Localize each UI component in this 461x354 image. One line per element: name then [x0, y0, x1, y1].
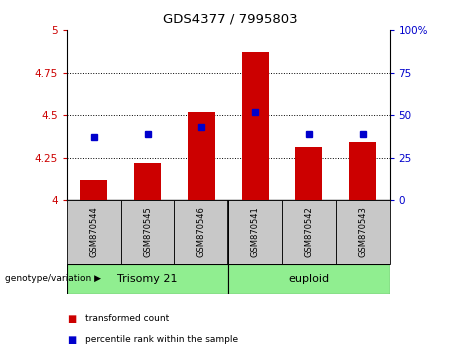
Bar [336, 200, 390, 264]
Text: euploid: euploid [288, 274, 330, 284]
Bar [228, 200, 282, 264]
Text: transformed count: transformed count [85, 314, 170, 323]
Text: GSM870546: GSM870546 [197, 206, 206, 257]
Bar [134, 162, 161, 200]
Bar [228, 264, 390, 294]
Bar [121, 200, 174, 264]
Bar [282, 200, 336, 264]
Text: GDS4377 / 7995803: GDS4377 / 7995803 [163, 12, 298, 25]
Bar [188, 112, 215, 200]
Text: GSM870541: GSM870541 [251, 206, 260, 257]
Text: percentile rank within the sample: percentile rank within the sample [85, 335, 238, 344]
Text: GSM870545: GSM870545 [143, 206, 152, 257]
Text: ■: ■ [67, 335, 76, 345]
Text: GSM870544: GSM870544 [89, 206, 98, 257]
Bar [242, 52, 268, 200]
Bar [349, 142, 376, 200]
Bar [296, 147, 322, 200]
Text: GSM870542: GSM870542 [304, 206, 313, 257]
Bar [80, 179, 107, 200]
Text: ■: ■ [67, 314, 76, 324]
Text: Trisomy 21: Trisomy 21 [117, 274, 178, 284]
Bar [67, 264, 228, 294]
Bar [174, 200, 228, 264]
Text: genotype/variation ▶: genotype/variation ▶ [5, 274, 100, 283]
Text: GSM870543: GSM870543 [358, 206, 367, 257]
Bar [67, 200, 121, 264]
